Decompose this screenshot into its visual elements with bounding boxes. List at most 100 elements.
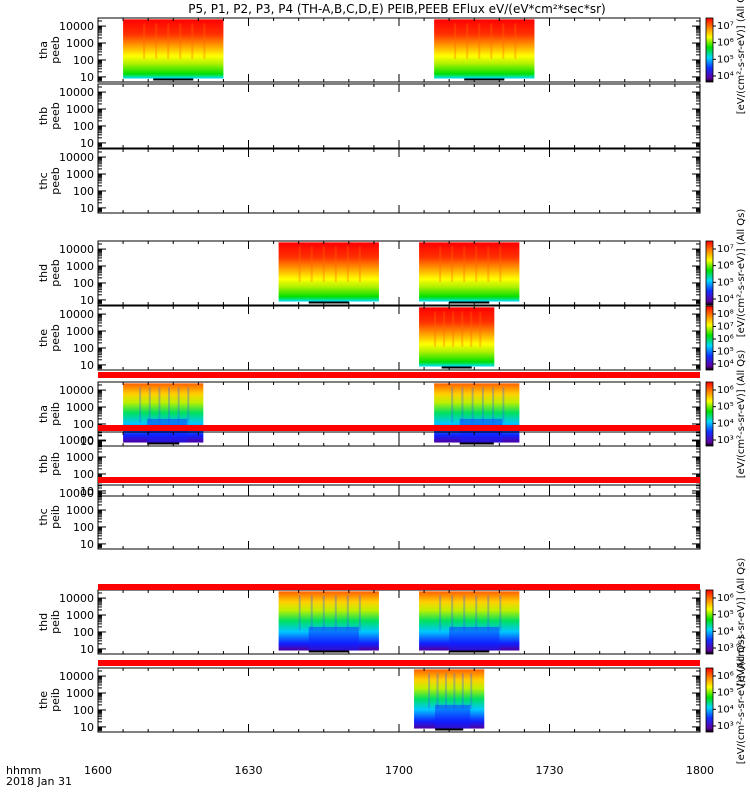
y-tick-label: 10000 [59, 384, 94, 397]
panel-label-probe: thb [37, 107, 50, 125]
panel-label-probe: tha [37, 405, 50, 423]
y-tick-label: 100 [73, 342, 94, 355]
y-tick-label: 10000 [59, 434, 94, 447]
colorbar-tick-label: 10⁷ [717, 244, 734, 255]
spectrogram-stripe [428, 673, 431, 709]
spectrogram-block-1 [278, 242, 379, 302]
y-tick-label: 10000 [59, 151, 94, 164]
panel-label-probe: thc [37, 508, 50, 525]
spectrogram-stripe [298, 595, 301, 631]
panel-label-instrument: peeb [49, 36, 62, 64]
x-tick-label: 1800 [686, 764, 714, 777]
y-tick-label: 1000 [66, 609, 94, 622]
colorbar-swatch [705, 589, 714, 655]
panel-label-probe: thc [37, 172, 50, 189]
spectrogram-block-2 [434, 19, 535, 79]
colorbar-tick-label: 10⁴ [717, 626, 734, 637]
colorbar-the-peib: 10³ 10⁴ 10⁵ 10⁶ [eV/(cm²-s-sr-eV)] (All Qs) [705, 636, 747, 765]
y-tick-label: 100 [73, 54, 94, 67]
y-tick-label: 10 [80, 538, 94, 551]
panel-label-instrument: peib [49, 610, 62, 634]
y-tick-label: 100 [73, 277, 94, 290]
y-tick-label: 10 [80, 294, 94, 307]
spectrogram-stripe [187, 387, 190, 423]
panel-frame [97, 305, 701, 371]
separator-bar-2 [98, 425, 700, 431]
colorbar-tick-label: 10⁶ [717, 593, 734, 604]
spectrogram-stripe [461, 387, 464, 423]
panel-frame [97, 667, 701, 733]
y-tick-label: 10000 [59, 86, 94, 99]
colorbar-tick-label: 10⁵ [717, 688, 734, 699]
spectrogram-stripe [452, 311, 455, 347]
y-tick-label: 100 [73, 704, 94, 717]
spectrogram-stripe [453, 673, 456, 709]
spectrogram-stripe [177, 387, 180, 423]
y-tick-label: 100 [73, 626, 94, 639]
panel-label-probe: tha [37, 41, 50, 59]
panel-label-instrument: peib [49, 688, 62, 712]
colorbar-tick-label: 10⁴ [717, 359, 734, 370]
y-tick-label: 10 [80, 485, 94, 498]
colorbar-tick-label: 10³ [717, 721, 734, 732]
colorbar-swatch [705, 667, 714, 733]
y-tick-label: 10000 [59, 487, 94, 500]
y-tick-label: 100 [73, 521, 94, 534]
panel-frame [97, 148, 701, 214]
spectrogram-stripe [439, 246, 442, 282]
colorbar-tick-label: 10⁶ [717, 38, 734, 49]
colorbar-label: [eV/(cm²-s-sr-eV)] (All Qs) [736, 636, 747, 765]
colorbar-tick-label: 10⁵ [717, 402, 734, 413]
colorbar-tick-label: 10⁵ [717, 277, 734, 288]
separator-bar-5 [98, 660, 700, 666]
panel-thb-peeb: 10 100 1000 10000 thb peeb [37, 83, 701, 150]
spectrogram-stripe [346, 246, 349, 282]
panel-frame [97, 240, 701, 306]
spectrogram-stripe [470, 673, 473, 709]
spectrogram-stripe [492, 387, 495, 423]
colorbar-tick-label: 10⁴ [717, 704, 734, 715]
spectrogram-stripe [490, 23, 493, 59]
spectrogram-stripe [443, 311, 446, 347]
x-tick-label: 1700 [385, 764, 413, 777]
y-tick-label: 10 [80, 71, 94, 84]
separator-bar-1 [98, 372, 700, 378]
panel-tha-peeb: 10 100 1000 10000 tha peeb [37, 17, 701, 84]
spectrogram-stripe [322, 595, 325, 631]
colorbar-swatch [705, 305, 714, 371]
panel-frame [97, 83, 701, 149]
panel-thc-peib: 10 100 1000 10000 thc peib [37, 484, 701, 551]
panel-label-instrument: peib [49, 402, 62, 426]
panel-label-probe: the [37, 329, 50, 347]
spectrogram-stripe [475, 246, 478, 282]
spectrogram-stripe [499, 595, 502, 631]
spectrogram-stripe [514, 23, 517, 59]
y-tick-label: 1000 [66, 687, 94, 700]
y-tick-label: 100 [73, 418, 94, 431]
y-tick-label: 1000 [66, 325, 94, 338]
y-tick-label: 100 [73, 120, 94, 133]
panel-frame [97, 589, 701, 655]
panel-label-instrument: peib [49, 505, 62, 529]
y-tick-label: 10 [80, 359, 94, 372]
spectrogram-stripe [203, 23, 206, 59]
spectrogram-block-1 [414, 669, 485, 729]
colorbar-tha-peeb: 10⁴ 10⁵ 10⁶ 10⁷ [eV/(cm²-s-sr-eV)] (All Qs) [705, 0, 747, 114]
separator-bar-4 [98, 584, 700, 590]
separator-bars [98, 372, 700, 666]
spectrogram-block-2 [419, 591, 520, 651]
colorbar-tick-label: 10⁴ [717, 418, 734, 429]
spectrogram-stripe [298, 246, 301, 282]
spectrogram-stripe [179, 23, 182, 59]
spectrogram-stripe [139, 387, 142, 423]
ion-low-energy-patch [435, 704, 471, 729]
y-tick-label: 100 [73, 468, 94, 481]
spectrogram-stripe [439, 595, 442, 631]
y-tick-label: 1000 [66, 168, 94, 181]
colorbar-tick-label: 10⁵ [717, 610, 734, 621]
colorbar-label: [eV/(cm²-s-sr-eV)] (All Qs) [736, 209, 747, 338]
spectrogram-stripe [191, 23, 194, 59]
